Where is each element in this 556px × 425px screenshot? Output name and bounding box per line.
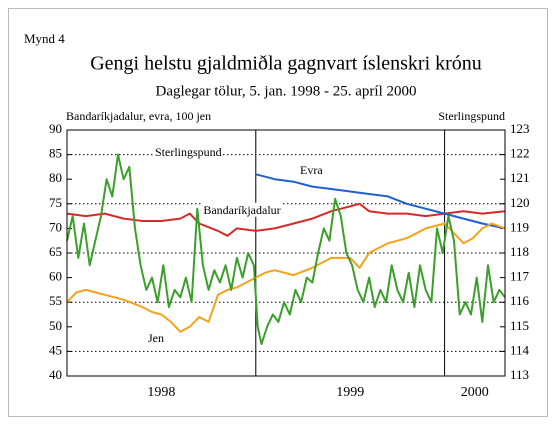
y-axis-label: Bandaríkjadalur, evra, 100 jen bbox=[66, 109, 211, 123]
y2-tick-label: 117 bbox=[510, 269, 530, 284]
series-line bbox=[66, 202, 506, 237]
figure-label: Mynd 4 bbox=[24, 31, 65, 46]
y-tick-label: 60 bbox=[49, 269, 62, 284]
y2-tick-label: 113 bbox=[510, 367, 529, 382]
series-line bbox=[255, 173, 506, 230]
y-tick-label: 70 bbox=[49, 219, 62, 234]
y-tick-label: 75 bbox=[49, 195, 62, 210]
y2-tick-label: 114 bbox=[510, 342, 530, 357]
y2-tick-label: 122 bbox=[510, 146, 530, 161]
y2-tick-label: 118 bbox=[510, 244, 529, 259]
x-tick-label: 1998 bbox=[147, 385, 175, 400]
series-line bbox=[66, 222, 506, 333]
y-tick-label: 55 bbox=[49, 293, 62, 308]
y-tick-label: 65 bbox=[49, 244, 62, 259]
y-tick-label: 85 bbox=[49, 146, 62, 161]
annotation-bg bbox=[299, 162, 325, 177]
y2-axis-label: Sterlingspund bbox=[438, 109, 505, 123]
y2-tick-label: 123 bbox=[510, 121, 530, 136]
annotation-bg bbox=[147, 330, 165, 345]
y2-tick-label: 119 bbox=[510, 219, 529, 234]
annotation: Evra bbox=[300, 163, 323, 177]
annotation: Jen bbox=[148, 331, 164, 345]
y-tick-label: 90 bbox=[49, 121, 62, 136]
x-tick-label: 2000 bbox=[461, 385, 489, 400]
y2-tick-label: 116 bbox=[510, 293, 530, 308]
annotation: Bandaríkjadalur bbox=[203, 203, 280, 217]
y-tick-label: 40 bbox=[49, 367, 62, 382]
plot-frame bbox=[66, 129, 506, 377]
series-line bbox=[66, 153, 506, 345]
y-tick-label: 50 bbox=[49, 318, 62, 333]
y2-tick-label: 120 bbox=[510, 195, 530, 210]
chart-subtitle: Daglegar tölur, 5. jan. 1998 - 25. apríl… bbox=[155, 83, 416, 99]
y-tick-label: 80 bbox=[49, 170, 62, 185]
frame bbox=[8, 8, 548, 417]
y2-tick-label: 115 bbox=[510, 318, 529, 333]
annotation-bg bbox=[202, 202, 282, 217]
annotation: Sterlingspund bbox=[155, 145, 222, 159]
chart-title: Gengi helstu gjaldmiðla gagnvart íslensk… bbox=[90, 53, 482, 75]
annotation-bg bbox=[154, 144, 223, 159]
y2-tick-label: 121 bbox=[510, 170, 530, 185]
x-tick-label: 1999 bbox=[336, 385, 364, 400]
y-tick-label: 45 bbox=[49, 342, 62, 357]
